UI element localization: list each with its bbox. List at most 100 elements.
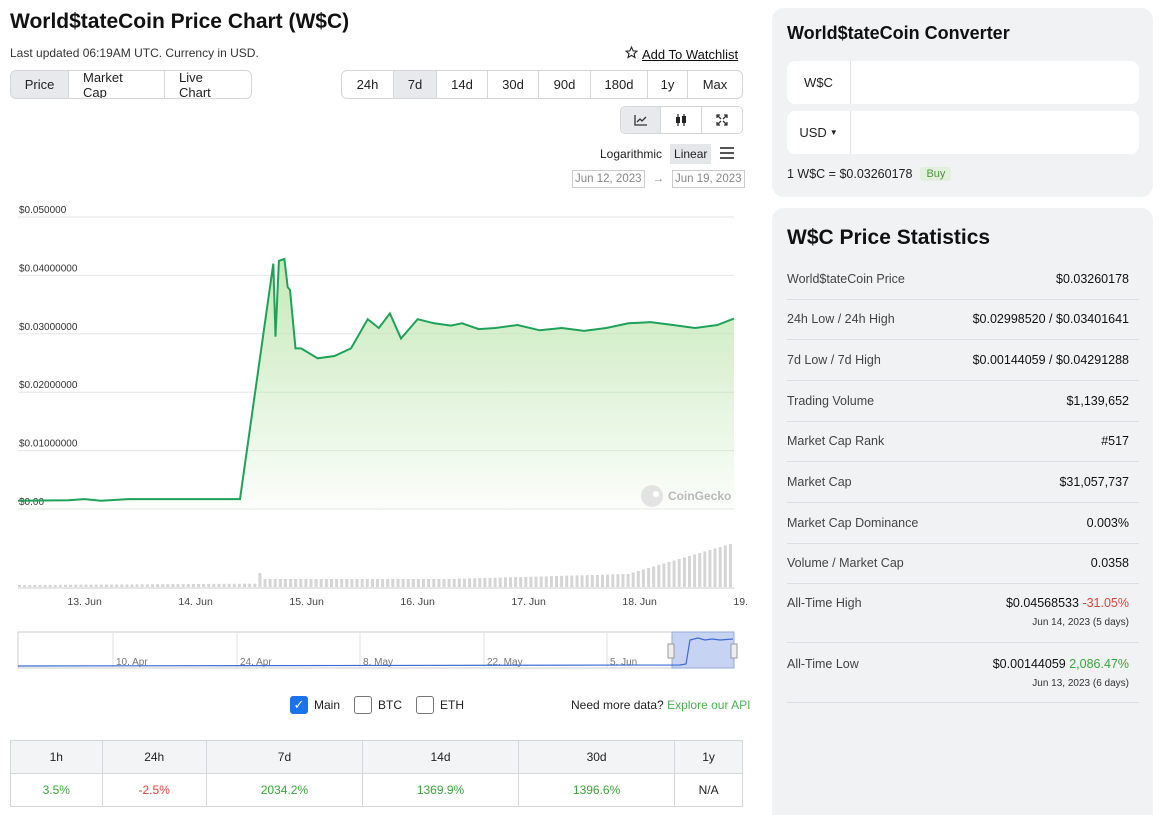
volume-bar [171, 584, 175, 587]
line-chart-button[interactable] [621, 107, 662, 133]
navigator-label: 8. May [363, 657, 393, 668]
menu-icon[interactable] [719, 146, 735, 163]
tab-market-cap[interactable]: Market Cap [69, 71, 165, 98]
volume-bar [232, 583, 236, 587]
volume-bar [330, 579, 333, 587]
linear-option[interactable]: Linear [670, 144, 712, 164]
volume-bar [498, 577, 502, 587]
range-180d[interactable]: 180d [591, 71, 648, 98]
volume-bar [723, 545, 727, 587]
ath-change: -31.05% [1082, 596, 1129, 610]
perf-header: 14d [361, 740, 520, 774]
volume-bar [263, 579, 267, 587]
volume-bar [33, 584, 37, 587]
eth-checkbox[interactable] [416, 696, 435, 714]
volume-bar [84, 584, 88, 587]
volume-bar [411, 579, 415, 587]
tab-price[interactable]: Price [11, 71, 69, 98]
volume-bar [483, 578, 487, 587]
toggle-main[interactable]: ✓ Main [290, 696, 340, 714]
add-watchlist-button[interactable]: Add To Watchlist [624, 45, 738, 62]
fullscreen-button[interactable] [702, 107, 742, 133]
volume-bar [222, 583, 226, 587]
volume-bar [503, 577, 507, 587]
date-to-input[interactable]: Jun 19, 2023 [672, 170, 745, 188]
volume-bar [698, 553, 702, 587]
range-7d[interactable]: 7d [394, 71, 437, 98]
x-tick-label: 18. Jun [622, 596, 657, 608]
volume-bar [319, 579, 323, 587]
range-14d[interactable]: 14d [437, 71, 488, 98]
volume-bar [99, 584, 103, 587]
stat-row: Market Cap $31,057,737 [787, 462, 1139, 503]
stat-label: 24h Low / 24h High [787, 312, 895, 326]
price-chart[interactable]: $0.050000 $0.04000000 $0.03000000 $0.020000… [0, 195, 750, 675]
volume-bar [23, 585, 27, 587]
watermark-text: CoinGecko [668, 489, 731, 503]
stat-row-atl: All-Time Low $0.00144059 2,086.47% Jun 1… [787, 643, 1139, 703]
volume-bar [509, 577, 512, 587]
range-1y[interactable]: 1y [648, 71, 688, 98]
volume-bar [74, 584, 78, 587]
date-arrow: → [652, 173, 665, 185]
perf-value: 3.5% [10, 773, 103, 807]
ath-date: Jun 14, 2023 (5 days) [1032, 617, 1129, 628]
date-range: Jun 12, 2023 → Jun 19, 2023 [572, 170, 745, 188]
date-from-input[interactable]: Jun 12, 2023 [572, 170, 645, 188]
volume-bar [176, 584, 180, 587]
volume-bar [345, 579, 349, 587]
volume-bar [145, 584, 149, 587]
range-max[interactable]: Max [702, 77, 728, 92]
ath-value: $0.04568533 [1005, 596, 1079, 610]
volume-bar [386, 579, 390, 587]
stat-value: $0.00144059 2,086.47% [993, 657, 1129, 671]
fiat-amount-input[interactable] [851, 111, 1139, 154]
stat-value: $31,057,737 [1059, 475, 1129, 489]
volume-bar [601, 574, 604, 587]
volume-bar [125, 584, 129, 587]
perf-value: 1369.9% [361, 773, 520, 807]
stat-label: Market Cap Rank [787, 434, 885, 448]
perf-value: 1396.6% [518, 773, 676, 807]
toggle-eth[interactable]: ETH [416, 696, 464, 714]
stats-title: W$C Price Statistics [787, 226, 991, 249]
volume-bar [207, 583, 211, 587]
range-30d[interactable]: 30d [488, 71, 539, 98]
stat-value: $0.03260178 [1056, 272, 1129, 286]
coingecko-watermark: CoinGecko [641, 485, 731, 507]
x-tick-label: 19. Jun [733, 596, 750, 608]
toggle-btc[interactable]: BTC [354, 696, 402, 714]
explore-api-link[interactable]: Explore our API [667, 698, 751, 712]
volume-bar [621, 574, 625, 587]
stat-value: 0.0358 [1090, 556, 1129, 570]
volume-bar [575, 575, 579, 587]
volume-bar [422, 579, 425, 587]
stat-label: World$tateCoin Price [787, 272, 905, 286]
fiat-currency-select[interactable]: USD ▼ [787, 111, 851, 154]
range-24h[interactable]: 24h [342, 71, 394, 98]
coin-amount-input[interactable] [851, 61, 1139, 104]
main-checkbox[interactable]: ✓ [290, 696, 308, 714]
navigator[interactable] [17, 631, 735, 669]
volume-bar [416, 579, 420, 587]
perf-header: 1h [10, 740, 103, 774]
volume-bar [631, 572, 635, 587]
volume-bar [452, 578, 456, 587]
perf-value: 2034.2% [205, 773, 363, 807]
range-90d[interactable]: 90d [539, 71, 591, 98]
tab-live-chart[interactable]: Live Chart [179, 70, 211, 99]
stat-value: 0.003% [1086, 516, 1129, 530]
btc-checkbox[interactable] [354, 696, 373, 714]
volume-bar [682, 557, 686, 587]
buy-button[interactable]: Buy [920, 167, 952, 181]
navigator-label: 5. Jun [610, 657, 637, 668]
candlestick-button[interactable] [661, 107, 702, 133]
navigator-handle-left[interactable] [667, 643, 675, 659]
logarithmic-option[interactable]: Logarithmic [600, 147, 663, 161]
volume-bar [314, 579, 318, 587]
x-tick-label: 17. Jun [511, 596, 546, 608]
navigator-handle-right[interactable] [730, 643, 738, 659]
caret-down-icon: ▼ [829, 128, 838, 137]
navigator-selection[interactable] [671, 631, 735, 669]
volume-bar [130, 584, 134, 587]
